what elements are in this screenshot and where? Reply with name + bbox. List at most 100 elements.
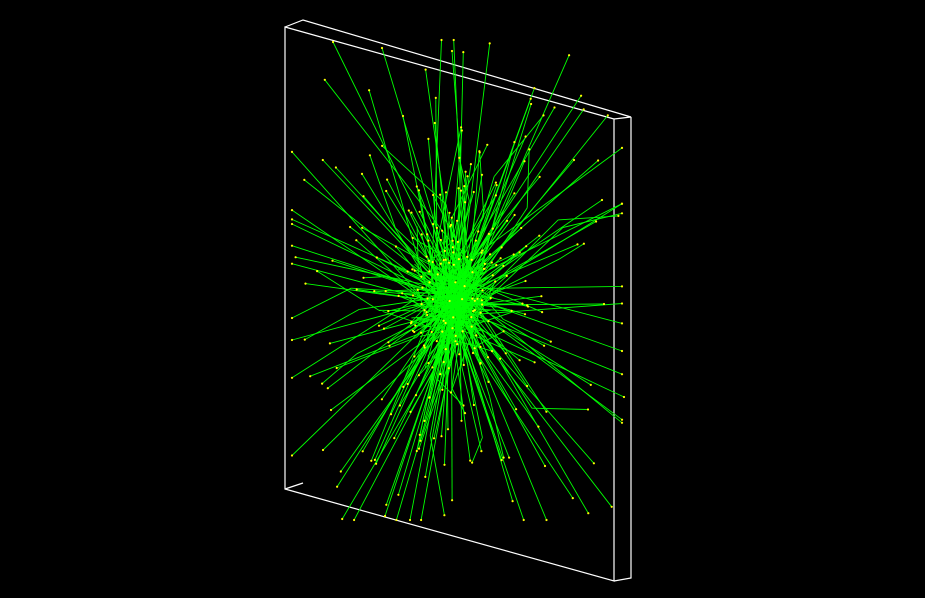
track-hit-point (545, 410, 548, 413)
long-shower-track (381, 47, 456, 291)
long-shower-track (291, 223, 441, 296)
track-hit-point (589, 383, 592, 386)
shower-track-kink (415, 327, 446, 396)
track-hit-point (469, 163, 472, 166)
track-hit-point (290, 222, 294, 226)
track-hit-point (309, 375, 312, 378)
track-hit-point (476, 297, 479, 300)
track-hit-point (375, 462, 378, 465)
track-hit-point (304, 282, 307, 285)
track-hit-point (620, 322, 624, 325)
track-hit-point (454, 281, 457, 284)
track-hit-point (542, 114, 545, 117)
track-hit-point (477, 230, 480, 233)
track-hit-point (362, 276, 365, 279)
shower-track-kink (336, 337, 417, 369)
shower-track-kink (433, 351, 454, 439)
track-hit-point (475, 334, 478, 337)
track-hit-point (421, 286, 424, 289)
shower-track (453, 315, 510, 458)
track-hit-point (473, 299, 476, 302)
track-hit-point (414, 394, 418, 397)
track-hit-point (353, 518, 356, 522)
track-hit-point (349, 225, 352, 229)
shower-track-kink (489, 396, 505, 458)
track-hit-point (602, 302, 606, 306)
track-hit-point (411, 329, 414, 332)
track-hit-point (523, 160, 526, 163)
track-hit-point (440, 435, 443, 438)
track-hit-point (461, 298, 464, 301)
track-hit-point (321, 382, 324, 385)
shower-track (456, 95, 582, 285)
track-hit-point (334, 166, 337, 169)
track-hit-point (450, 223, 453, 226)
track-hit-point (422, 344, 426, 347)
track-hit-point (483, 267, 486, 270)
track-hit-point (620, 212, 624, 215)
track-hit-point (426, 313, 429, 317)
track-hit-point (431, 298, 434, 301)
track-hit-point (425, 255, 428, 258)
track-hit-point (394, 245, 397, 248)
shower-track (464, 309, 481, 348)
shower-track-kink (321, 353, 358, 384)
shower-track (356, 239, 448, 322)
track-hit-point (420, 233, 423, 236)
track-hit-point (355, 239, 358, 242)
track-hit-point (606, 114, 609, 117)
track-hit-point (451, 239, 454, 242)
track-hit-point (380, 398, 383, 401)
track-hit-point (533, 87, 536, 90)
track-hit-point (481, 303, 484, 306)
track-hit-point (387, 310, 390, 313)
track-hit-point (510, 309, 513, 312)
shower-track (420, 302, 454, 334)
track-hit-point (620, 285, 624, 288)
shower-track (440, 216, 485, 300)
shower-track (471, 284, 504, 320)
track-hit-point (508, 456, 511, 459)
track-hit-point (525, 245, 528, 248)
track-hit-point (417, 447, 421, 450)
shower-track (399, 318, 454, 406)
track-hit-point (444, 191, 448, 194)
track-hit-point (456, 240, 459, 243)
track-hit-point (494, 280, 497, 283)
shower-track (452, 301, 595, 464)
shower-track (469, 103, 532, 301)
track-hit-point (524, 135, 527, 138)
track-hit-point (506, 219, 509, 222)
track-hit-point (543, 344, 546, 347)
track-hit-point (480, 251, 483, 254)
track-hit-point (592, 462, 596, 465)
track-hit-point (383, 514, 387, 518)
track-hit-point (620, 349, 624, 353)
shower-track (448, 191, 475, 281)
track-hit-point (521, 302, 524, 305)
track-hit-point (331, 259, 334, 262)
track-hit-point (528, 148, 531, 151)
shower-track (451, 302, 453, 501)
track-hit-point (463, 185, 466, 188)
shower-track-kink (558, 243, 585, 260)
track-hit-point (490, 261, 493, 264)
track-hit-point (388, 344, 391, 347)
track-hit-point (473, 309, 476, 312)
track-hit-point (549, 340, 552, 343)
track-hit-point (329, 408, 333, 412)
track-hit-point (456, 219, 459, 222)
track-hit-point (620, 421, 624, 424)
track-hit-point (328, 342, 331, 345)
track-hit-point (470, 258, 473, 261)
core-track (480, 281, 496, 312)
shower-track (424, 278, 445, 348)
track-hit-point (290, 262, 294, 265)
track-hit-point (368, 154, 371, 157)
shower-track (448, 136, 527, 314)
track-hit-point (480, 450, 483, 453)
long-shower-track (454, 159, 575, 301)
track-hit-point (541, 311, 544, 314)
